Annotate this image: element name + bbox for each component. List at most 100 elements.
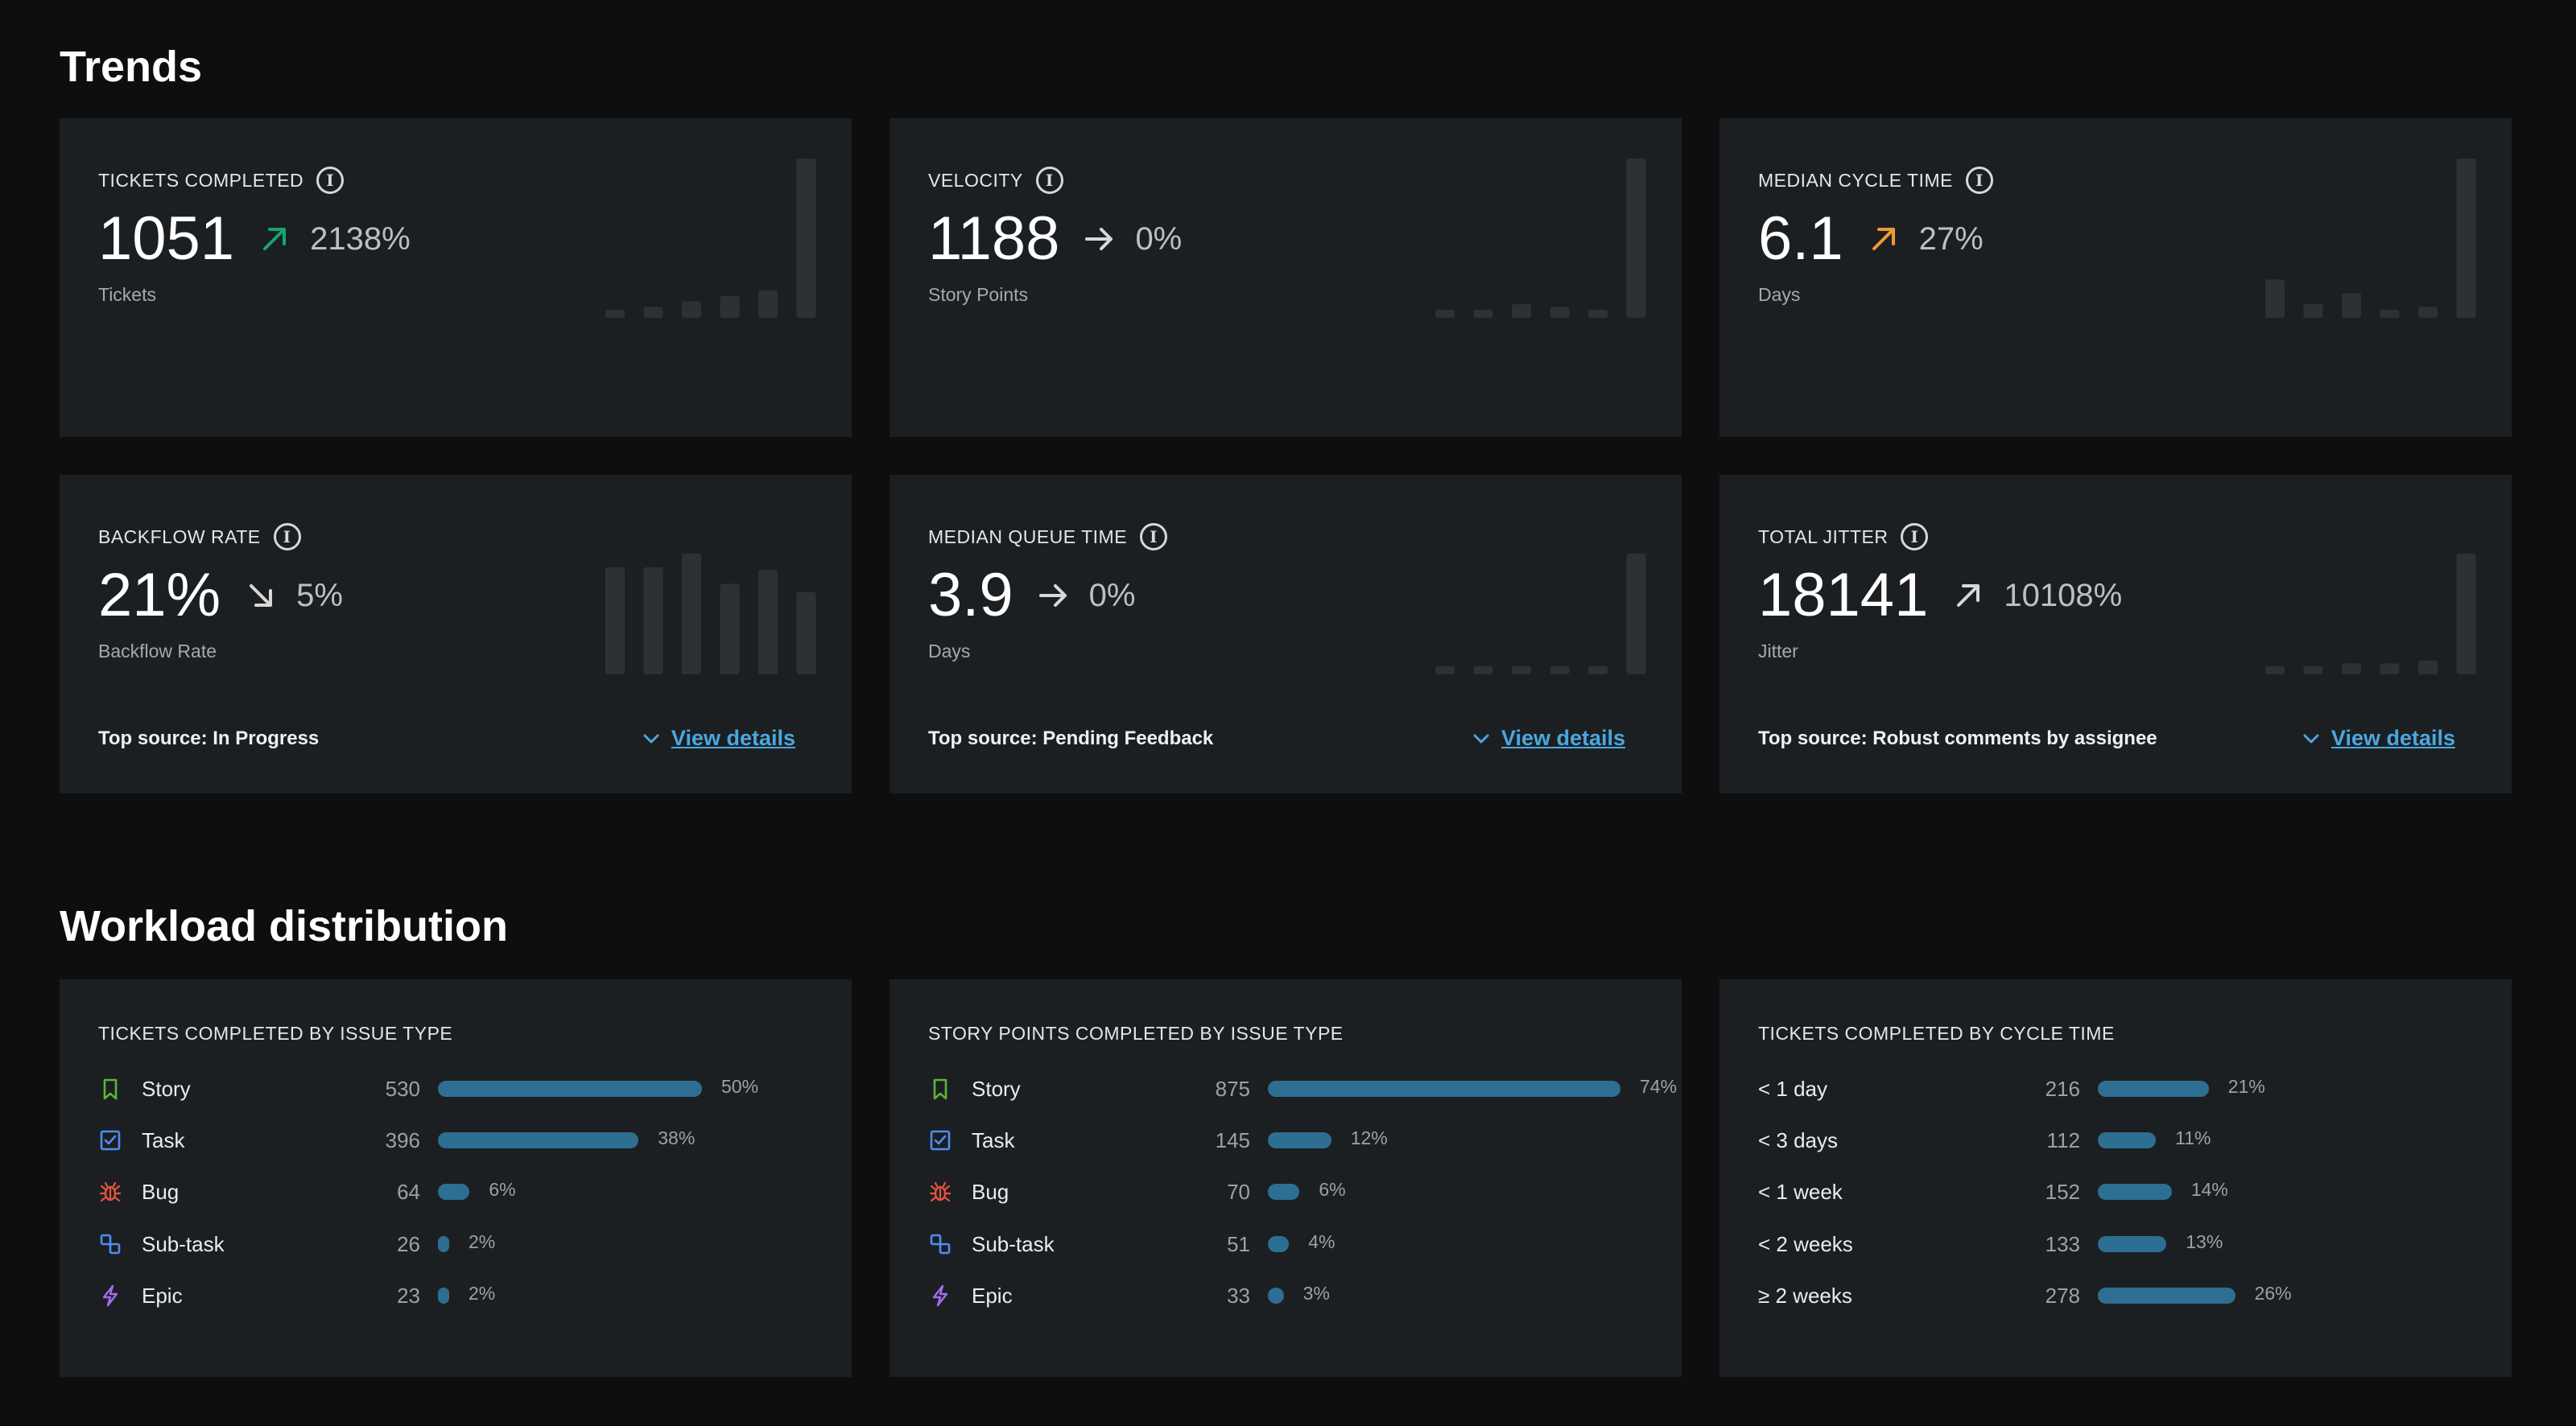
metric-row: 21% 5%	[98, 565, 343, 626]
list-item: Task 396 38%	[98, 1124, 823, 1156]
sparkline-bar	[796, 591, 816, 674]
info-icon[interactable]: i	[316, 167, 345, 194]
epic-lightning-icon	[932, 1284, 948, 1307]
row-count: 875	[1215, 1076, 1250, 1101]
sparkline-bar	[2265, 279, 2285, 318]
row-percentage: 11%	[2175, 1127, 2211, 1148]
row-count: 112	[2046, 1127, 2080, 1152]
card-title-text: VELOCITY	[928, 169, 1023, 191]
sparkline-chart	[2265, 159, 2476, 318]
row-count: 152	[2045, 1179, 2080, 1204]
info-icon[interactable]: i	[1965, 167, 1993, 194]
row-count: 396	[385, 1127, 420, 1152]
sparkline-bar	[2456, 553, 2476, 674]
metric-value: 1188	[928, 204, 1060, 273]
metric-unit: Jitter	[1758, 641, 1798, 661]
row-percentage: 13%	[2186, 1231, 2223, 1252]
sparkline-bar	[1473, 666, 1493, 674]
sparkline-bar	[1588, 666, 1608, 674]
sparkline-bar	[1550, 307, 1570, 318]
info-icon[interactable]: i	[1901, 523, 1929, 550]
trend-card: VELOCITY i 1188 0% Story Points	[890, 118, 1682, 437]
info-icon[interactable]: i	[1035, 167, 1063, 194]
card-title: VELOCITY i	[928, 167, 1063, 194]
row-label: < 2 weeks	[1758, 1231, 1853, 1256]
row-bar	[438, 1081, 702, 1097]
arrow-up-right-icon	[1872, 228, 1895, 250]
chevron-down-icon	[643, 734, 659, 743]
sparkline-bar	[2418, 660, 2438, 674]
bug-icon	[99, 1181, 122, 1202]
list-item: Task 145 12%	[928, 1124, 1653, 1156]
row-percentage: 6%	[489, 1179, 516, 1200]
row-label: < 1 week	[1758, 1179, 1843, 1204]
arrow-down-right-icon	[250, 584, 273, 607]
trend-card: TOTAL JITTER i 18141 10108% Jitter Top s…	[1719, 475, 2512, 793]
row-count: 70	[1227, 1179, 1250, 1204]
sparkline-bar	[2418, 307, 2438, 318]
info-icon[interactable]: i	[1140, 523, 1168, 550]
trend-card: MEDIAN CYCLE TIME i 6.1 27% Days	[1719, 118, 2512, 437]
row-label: Epic	[972, 1283, 1013, 1308]
row-count: 145	[1215, 1127, 1250, 1152]
top-source-text: Top source: In Progress	[98, 727, 320, 749]
card-title-text: BACKFLOW RATE	[98, 525, 261, 547]
row-count: 64	[397, 1179, 420, 1204]
arrow-up-right-icon	[1957, 584, 1980, 607]
sparkline-bar	[758, 570, 778, 674]
row-label: Story	[972, 1076, 1021, 1101]
card-title: MEDIAN QUEUE TIME i	[928, 523, 1168, 550]
trend-percentage: 0%	[1088, 577, 1136, 613]
row-label: < 1 day	[1758, 1076, 1828, 1101]
trend-card: BACKFLOW RATE i 21% 5% Backflow Rate Top…	[60, 475, 852, 793]
sparkline-bar	[682, 553, 701, 674]
row-percentage: 2%	[469, 1231, 496, 1252]
row-percentage: 6%	[1319, 1179, 1346, 1200]
row-count: 216	[2045, 1076, 2080, 1101]
trends-heading: Trends	[60, 43, 203, 91]
list-item: Bug 70 6%	[928, 1176, 1653, 1208]
row-percentage: 74%	[1640, 1076, 1678, 1097]
metric-unit: Backflow Rate	[98, 641, 217, 661]
metric-row: 3.9 0%	[928, 565, 1135, 626]
distribution-card: TICKETS COMPLETED BY ISSUE TYPE Story 53…	[60, 979, 852, 1377]
sparkline-bar	[1626, 553, 1646, 674]
sparkline-bar	[1512, 666, 1531, 674]
row-label: Story	[142, 1076, 191, 1101]
row-label: Task	[142, 1127, 185, 1152]
list-item: Epic 33 3%	[928, 1280, 1653, 1312]
sparkline-bar	[2265, 666, 2285, 674]
sparkline-bar	[682, 301, 701, 318]
view-details-link[interactable]: View details	[642, 726, 795, 751]
view-details-label: View details	[671, 726, 795, 750]
metric-value: 1051	[98, 204, 235, 273]
sparkline-chart	[1435, 159, 1646, 318]
row-bar	[2098, 1288, 2235, 1304]
row-bar	[2098, 1132, 2157, 1148]
metric-unit: Story Points	[928, 284, 1028, 305]
row-count: 133	[2045, 1231, 2080, 1256]
trend-percentage: 0%	[1135, 220, 1183, 257]
row-percentage: 50%	[721, 1076, 759, 1097]
row-count: 278	[2045, 1283, 2080, 1308]
view-details-link[interactable]: View details	[2302, 726, 2455, 751]
row-bar	[438, 1132, 639, 1148]
sparkline-chart	[1435, 553, 1646, 674]
list-item: < 3 days 112 11%	[1758, 1124, 2483, 1156]
card-title-text: TICKETS COMPLETED	[98, 169, 304, 191]
row-percentage: 26%	[2254, 1283, 2292, 1304]
sparkline-bar	[1588, 309, 1608, 318]
chevron-down-icon	[1473, 734, 1489, 743]
row-label: Bug	[972, 1179, 1009, 1204]
distribution-card: TICKETS COMPLETED BY CYCLE TIME < 1 day …	[1719, 979, 2512, 1377]
sparkline-bar	[796, 159, 816, 318]
trend-card: TICKETS COMPLETED i 1051 2138% Tickets	[60, 118, 852, 437]
list-item: < 1 week 152 14%	[1758, 1176, 2483, 1208]
metric-row: 1051 2138%	[98, 208, 411, 270]
list-item: Epic 23 2%	[98, 1280, 823, 1312]
info-icon[interactable]: i	[273, 523, 301, 550]
card-title: TICKETS COMPLETED BY ISSUE TYPE	[98, 1023, 453, 1044]
row-percentage: 4%	[1308, 1231, 1335, 1252]
view-details-link[interactable]: View details	[1472, 726, 1625, 751]
arrow-right-icon	[1085, 228, 1113, 250]
